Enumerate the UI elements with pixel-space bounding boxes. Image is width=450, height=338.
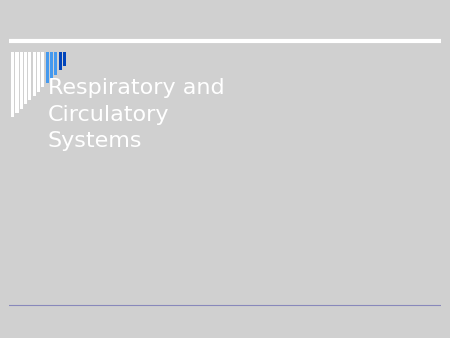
Bar xyxy=(58,52,62,70)
Bar xyxy=(33,52,36,96)
Bar xyxy=(37,52,40,92)
Bar xyxy=(28,52,32,100)
Bar xyxy=(24,52,27,104)
Bar xyxy=(54,52,58,75)
Bar xyxy=(11,52,14,117)
Text: Respiratory and
Circulatory
Systems: Respiratory and Circulatory Systems xyxy=(48,78,225,151)
Bar xyxy=(41,52,45,88)
Bar xyxy=(15,52,18,113)
Bar xyxy=(20,52,23,108)
Bar xyxy=(63,52,66,66)
Bar xyxy=(46,52,49,83)
Bar xyxy=(50,52,53,79)
